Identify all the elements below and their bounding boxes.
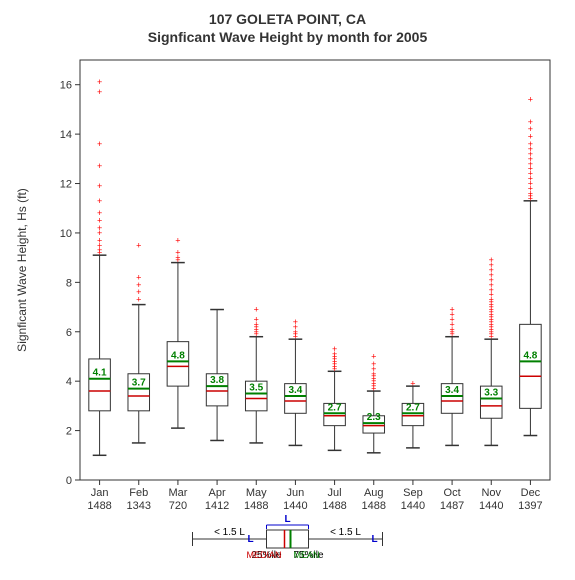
mean-label: 4.8	[171, 350, 185, 361]
month-count: 1440	[283, 500, 307, 512]
svg-text:L: L	[372, 534, 378, 545]
month-count: 1412	[205, 500, 229, 512]
outlier: +	[97, 181, 102, 191]
month-count: 1488	[362, 500, 386, 512]
legend-median: MEDIAN	[246, 550, 281, 560]
outlier: +	[254, 314, 259, 324]
y-axis-label: Signficant Wave Height, Hs (ft)	[15, 188, 29, 352]
outlier: +	[175, 248, 180, 258]
outlier: +	[254, 305, 259, 315]
outlier: +	[332, 344, 337, 354]
mean-label: 2.7	[328, 402, 342, 413]
month-label: Feb	[129, 487, 148, 499]
outlier: +	[293, 317, 298, 327]
box	[167, 342, 189, 386]
y-tick-label: 4	[66, 376, 72, 388]
month-label: Dec	[521, 487, 541, 499]
chart-title-2: Signficant Wave Height by month for 2005	[148, 29, 428, 45]
boxplot-chart: 0 2 4 6 8 10 12 14 16 107 GOLETA POINT, CA Signfic…	[0, 0, 575, 580]
outlier: +	[136, 240, 141, 250]
y-tick-label: 14	[60, 129, 72, 141]
outlier: +	[97, 77, 102, 87]
outlier: +	[489, 255, 494, 265]
month-label: Jun	[287, 487, 305, 499]
plot-area	[80, 60, 550, 480]
month-count: 1488	[322, 500, 346, 512]
outlier: +	[97, 87, 102, 97]
mean-label: 3.7	[132, 378, 146, 389]
month-label: Apr	[209, 487, 226, 499]
outlier: +	[528, 95, 533, 105]
month-label: Sep	[403, 487, 423, 499]
month-label: Jul	[328, 487, 342, 499]
outlier: +	[97, 196, 102, 206]
outlier: +	[97, 139, 102, 149]
outlier: +	[97, 161, 102, 171]
month-label: Aug	[364, 487, 384, 499]
month-label: Jan	[91, 487, 109, 499]
mean-label: 3.5	[249, 383, 263, 394]
mean-label: 3.4	[445, 385, 459, 396]
mean-label: 3.8	[210, 375, 224, 386]
outlier: +	[97, 208, 102, 218]
outlier: +	[136, 272, 141, 282]
outlier: +	[528, 117, 533, 127]
outlier: +	[410, 379, 415, 389]
box	[520, 324, 542, 408]
legend-L: L	[284, 514, 290, 525]
month-count: 1397	[518, 500, 542, 512]
outlier: +	[449, 305, 454, 315]
month-count: 1440	[401, 500, 425, 512]
y-tick-label: 10	[60, 228, 72, 240]
month-label: Oct	[444, 487, 461, 499]
y-tick-label: 6	[66, 327, 72, 339]
outlier: +	[371, 351, 376, 361]
month-count: 1488	[87, 500, 111, 512]
month-count: 720	[169, 500, 187, 512]
y-tick-label: 12	[60, 179, 72, 191]
legend-whisk-left: < 1.5 L	[214, 527, 245, 538]
y-tick-label: 2	[66, 426, 72, 438]
y-tick-label: 8	[66, 277, 72, 289]
month-count: 1487	[440, 500, 464, 512]
month-label: May	[246, 487, 267, 499]
mean-label: 4.8	[523, 350, 537, 361]
y-tick-label: 16	[60, 80, 72, 92]
svg-text:L: L	[248, 534, 254, 545]
mean-label: 4.1	[93, 368, 107, 379]
legend-mean: MEAN	[294, 550, 320, 560]
y-tick-label: 0	[66, 475, 72, 487]
month-label: Nov	[481, 487, 501, 499]
mean-label: 2.7	[406, 402, 420, 413]
month-label: Mar	[168, 487, 187, 499]
month-count: 1440	[479, 500, 503, 512]
mean-label: 2.3	[367, 412, 381, 423]
outlier: +	[175, 235, 180, 245]
chart-title-1: 107 GOLETA POINT, CA	[209, 11, 366, 27]
month-count: 1488	[244, 500, 268, 512]
mean-label: 3.3	[484, 387, 498, 398]
legend-whisk-right: < 1.5 L	[330, 527, 361, 538]
mean-label: 3.4	[288, 385, 302, 396]
month-count: 1343	[127, 500, 151, 512]
